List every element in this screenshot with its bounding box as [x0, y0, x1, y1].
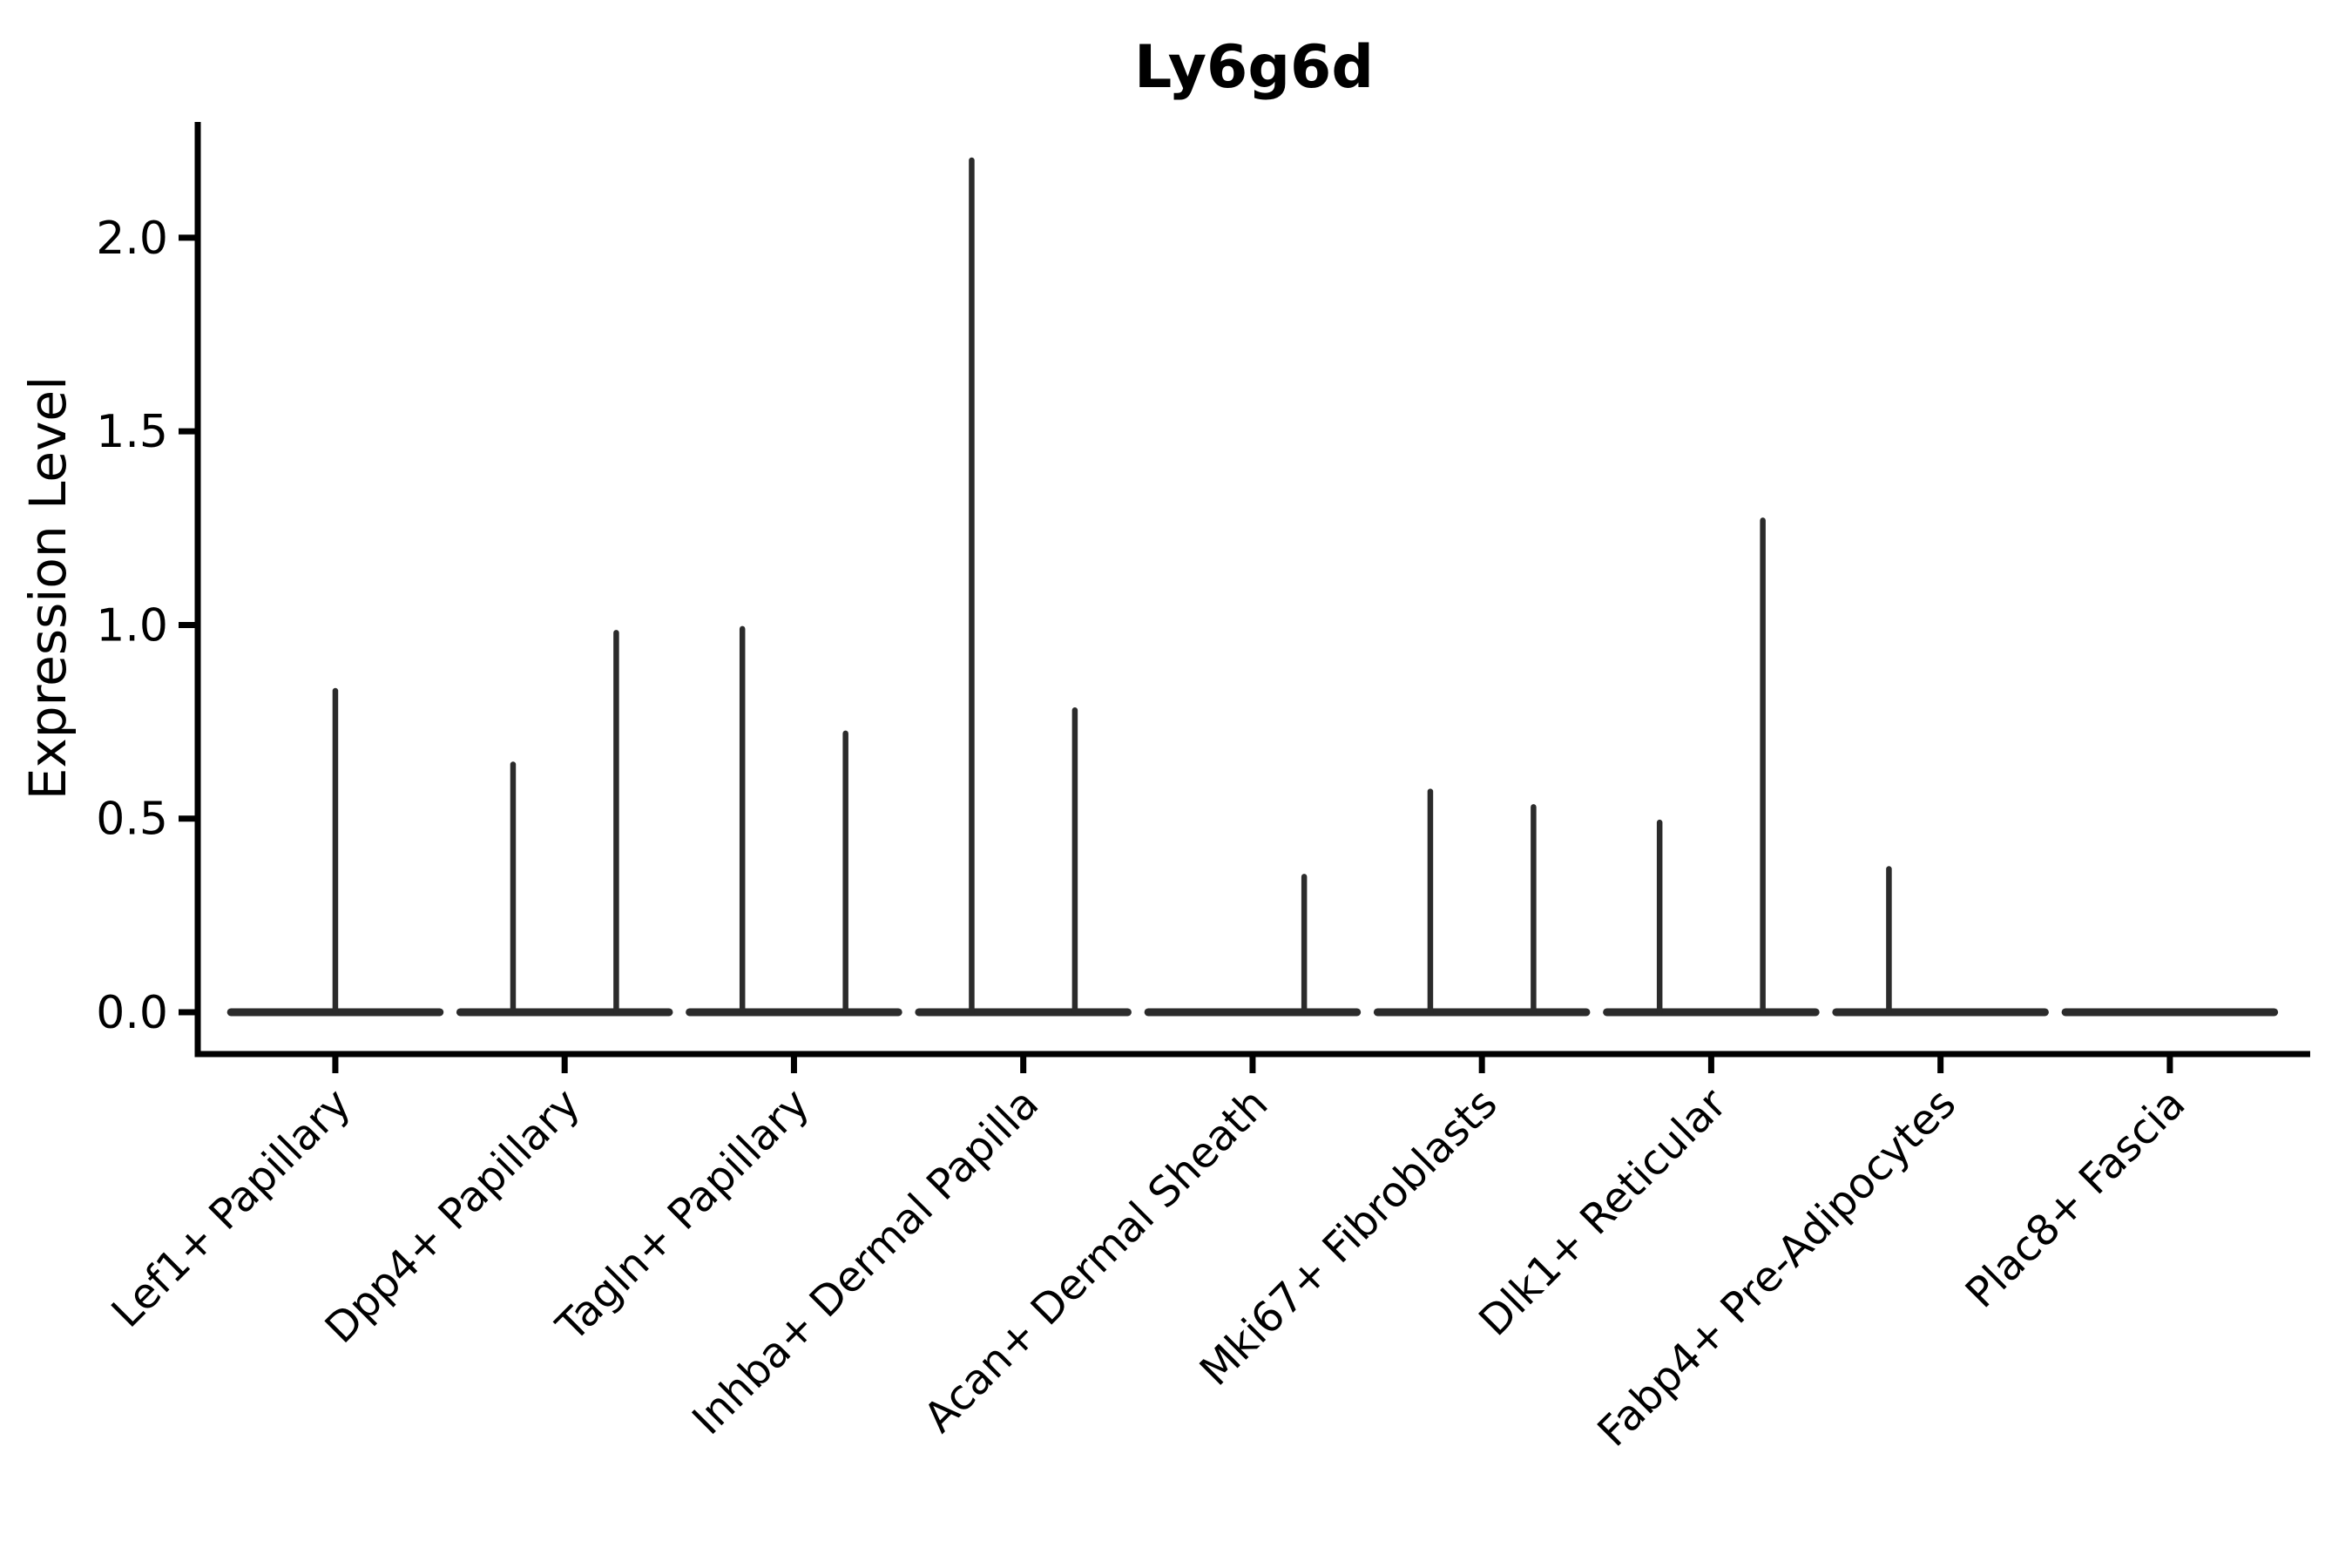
- chart-title: Ly6g6d: [1134, 33, 1374, 102]
- x-tick-label: Dpp4+ Papillary: [316, 1079, 590, 1353]
- y-tick-label: 1.0: [96, 599, 168, 652]
- y-tick-labels: 0.0 0.5 1.0 1.5 2.0: [96, 213, 168, 1039]
- axes: [179, 122, 2310, 1073]
- x-tick-label: Plac8+ Fascia: [1957, 1079, 2195, 1318]
- violin: [226, 687, 444, 1017]
- x-tick-label: Tagln+ Papillary: [547, 1079, 819, 1351]
- y-tick-label: 2.0: [96, 213, 168, 265]
- y-tick-label: 1.5: [96, 406, 168, 458]
- x-tick-label: Lef1+ Papillary: [102, 1079, 360, 1337]
- y-axis-label: Expression Level: [18, 376, 78, 800]
- violin: [1144, 874, 1362, 1017]
- violin: [456, 630, 673, 1017]
- y-tick-label: 0.5: [96, 794, 168, 846]
- violin: [1603, 517, 1820, 1017]
- violin: [915, 157, 1132, 1017]
- y-tick-label: 0.0: [96, 987, 168, 1039]
- x-tick-label: Dlk1+ Reticular: [1470, 1079, 1736, 1346]
- violin: [1832, 866, 2049, 1017]
- violin: [1373, 788, 1591, 1017]
- violins: [226, 157, 2279, 1017]
- violin: [686, 625, 902, 1017]
